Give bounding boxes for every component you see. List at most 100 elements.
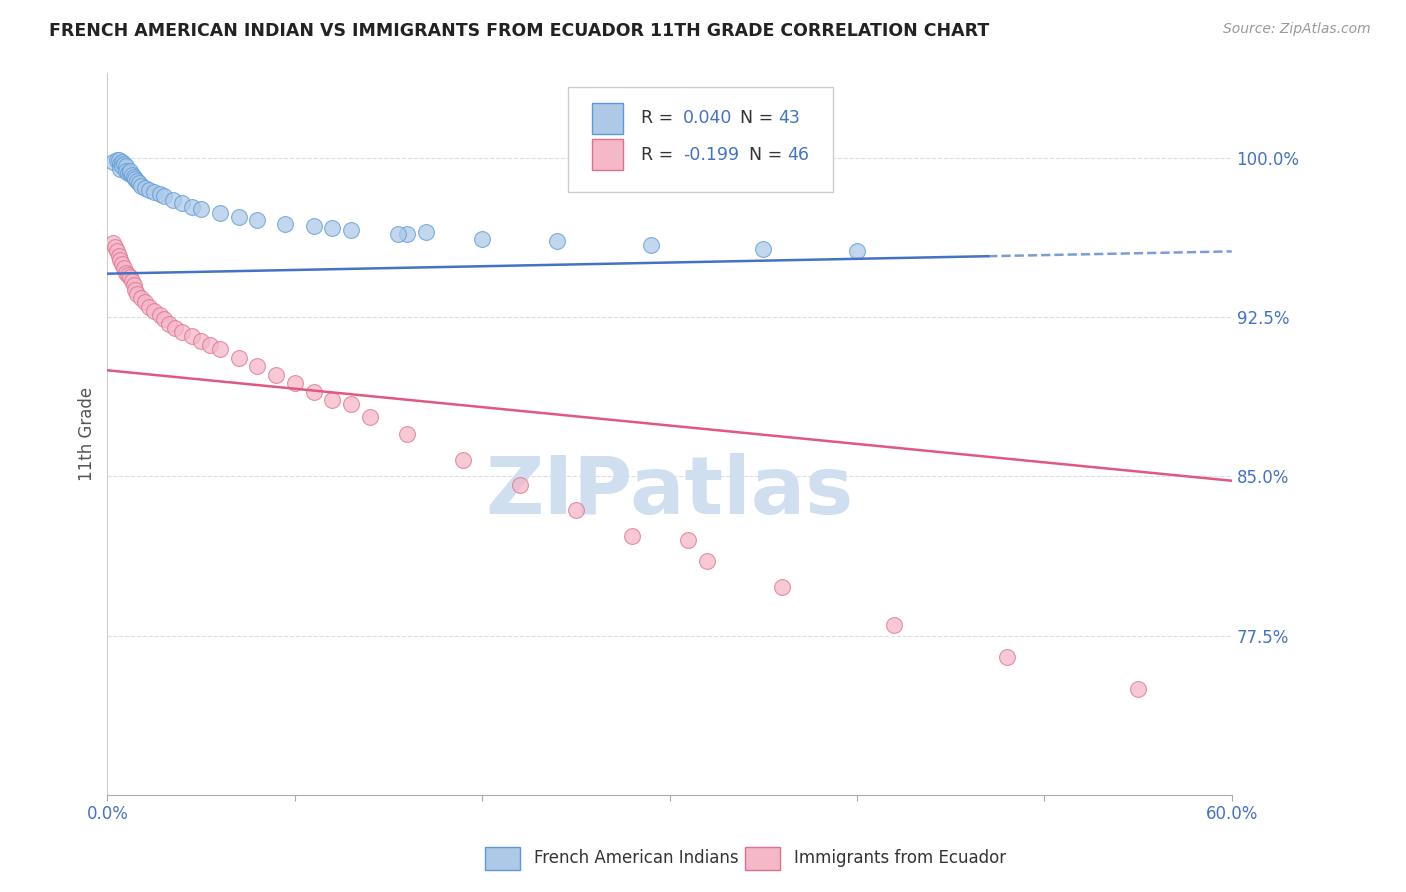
Point [122, 169, 145, 184]
Text: ZIPatlas: ZIPatlas [485, 453, 853, 531]
Point [118, 269, 141, 284]
Text: Immigrants from Ecuador: Immigrants from Ecuador [794, 849, 1007, 867]
Point [453, 452, 475, 467]
Point [621, 529, 644, 543]
Point [110, 252, 132, 267]
Point [111, 257, 134, 271]
Text: N =: N = [741, 110, 779, 128]
Point [396, 427, 419, 442]
Text: FRENCH AMERICAN INDIAN VS IMMIGRANTS FROM ECUADOR 11TH GRADE CORRELATION CHART: FRENCH AMERICAN INDIAN VS IMMIGRANTS FRO… [49, 22, 990, 40]
Point [228, 351, 250, 365]
FancyBboxPatch shape [568, 87, 832, 192]
Point [111, 155, 134, 169]
Bar [592, 139, 623, 169]
Point [321, 221, 343, 235]
Point [127, 286, 149, 301]
Point [565, 503, 588, 517]
Point [152, 189, 174, 203]
Point [112, 157, 135, 171]
Point [117, 268, 139, 282]
Point [112, 261, 135, 276]
Point [696, 554, 718, 568]
Point [471, 232, 494, 246]
Point [143, 185, 166, 199]
Point [107, 249, 129, 263]
Point [127, 174, 149, 188]
Point [115, 266, 138, 280]
Text: French American Indians: French American Indians [534, 849, 740, 867]
Point [122, 278, 145, 293]
Point [883, 618, 905, 632]
Point [118, 166, 141, 180]
Point [180, 200, 202, 214]
Point [208, 342, 231, 356]
Point [149, 187, 172, 202]
Point [134, 295, 156, 310]
Point [129, 291, 152, 305]
Point [124, 172, 146, 186]
Bar [592, 103, 623, 134]
Point [143, 303, 166, 318]
Text: -0.199: -0.199 [683, 145, 740, 163]
Text: Source: ZipAtlas.com: Source: ZipAtlas.com [1223, 22, 1371, 37]
Point [138, 183, 160, 197]
Text: 46: 46 [787, 145, 810, 163]
Point [1126, 681, 1149, 696]
Point [104, 240, 127, 254]
Point [546, 234, 568, 248]
Text: R =: R = [641, 110, 679, 128]
Point [359, 410, 381, 425]
Point [107, 153, 129, 167]
Point [640, 238, 662, 252]
Point [111, 160, 134, 174]
Point [321, 392, 343, 407]
Point [274, 217, 297, 231]
Point [678, 533, 700, 548]
Point [415, 225, 437, 239]
Point [190, 334, 212, 348]
Point [115, 160, 138, 174]
Point [208, 206, 231, 220]
Point [340, 223, 363, 237]
Text: N =: N = [749, 145, 789, 163]
Y-axis label: 11th Grade: 11th Grade [79, 387, 96, 481]
Point [152, 312, 174, 326]
Point [509, 478, 531, 492]
Point [200, 338, 222, 352]
Point [163, 321, 186, 335]
Point [302, 384, 325, 399]
Point [101, 155, 124, 169]
Point [340, 397, 363, 411]
Point [110, 161, 132, 176]
Point [387, 227, 409, 242]
Point [228, 211, 250, 225]
Point [124, 283, 146, 297]
Point [134, 180, 156, 194]
Point [138, 300, 160, 314]
Point [246, 212, 269, 227]
Point [172, 325, 194, 339]
Point [396, 227, 419, 242]
Text: 0.040: 0.040 [683, 110, 733, 128]
Point [162, 194, 184, 208]
Point [110, 157, 132, 171]
Point [284, 376, 307, 390]
Point [752, 242, 775, 256]
Point [172, 195, 194, 210]
Point [118, 163, 141, 178]
Point [995, 650, 1018, 665]
Point [264, 368, 287, 382]
Text: 43: 43 [779, 110, 800, 128]
Point [129, 178, 152, 193]
Point [128, 177, 150, 191]
Point [246, 359, 269, 373]
Point [180, 329, 202, 343]
Point [302, 219, 325, 233]
Point [149, 308, 172, 322]
Point [105, 244, 128, 259]
Point [115, 163, 138, 178]
Text: R =: R = [641, 145, 679, 163]
Point [121, 168, 143, 182]
Point [105, 153, 128, 167]
Point [157, 317, 180, 331]
